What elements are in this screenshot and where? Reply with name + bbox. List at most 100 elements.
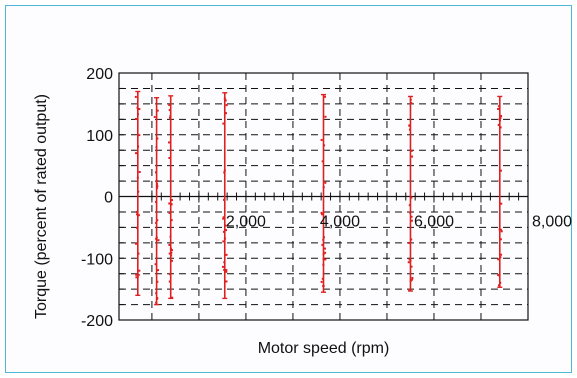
data-point	[135, 242, 138, 245]
data-point	[408, 211, 411, 214]
data-point	[222, 217, 225, 220]
data-point	[498, 179, 501, 182]
data-point	[409, 98, 412, 101]
data-point	[168, 280, 171, 283]
data-point	[153, 115, 156, 118]
chart-svg: 200 100 0 -100 -200 2,000 4,000 6,000 8,000 Moto…	[33, 66, 572, 357]
data-point	[324, 115, 327, 118]
data-point	[156, 219, 159, 222]
data-point	[500, 115, 503, 118]
data-point	[135, 152, 138, 155]
data-point	[224, 99, 227, 102]
data-point	[171, 199, 174, 202]
data-point	[499, 117, 502, 120]
data-point	[155, 146, 158, 149]
data-point	[499, 228, 502, 231]
data-point	[223, 237, 226, 240]
data-point	[136, 210, 139, 213]
data-point	[322, 238, 325, 241]
data-point	[499, 169, 502, 172]
data-point	[155, 301, 158, 304]
data-point	[137, 214, 140, 217]
data-point	[135, 226, 138, 229]
data-point	[410, 149, 413, 152]
data-point	[223, 169, 226, 172]
data-point	[322, 253, 325, 256]
data-point	[320, 280, 323, 283]
x-axis-title: Motor speed (rpm)	[258, 340, 390, 357]
data-point	[155, 201, 158, 204]
data-point	[155, 221, 158, 224]
data-marks	[134, 90, 503, 306]
data-point	[499, 281, 502, 284]
data-point	[223, 171, 226, 174]
data-point	[499, 256, 502, 259]
data-point	[225, 269, 228, 272]
data-point	[410, 219, 413, 222]
data-point	[136, 276, 139, 279]
data-point	[135, 213, 138, 216]
data-point	[168, 157, 171, 160]
data-point	[170, 259, 173, 262]
data-band	[153, 96, 160, 306]
data-point	[156, 185, 159, 188]
data-point	[155, 292, 158, 295]
y-axis-title: Torque (percent of rated output)	[33, 94, 50, 319]
data-point	[156, 297, 159, 300]
y-tick-label: 100	[86, 128, 113, 145]
data-point	[320, 211, 323, 214]
data-point	[169, 114, 172, 117]
data-point	[410, 196, 413, 199]
data-point	[136, 176, 139, 179]
data-point	[156, 137, 159, 140]
data-point	[408, 288, 411, 291]
data-point	[156, 186, 159, 189]
data-point	[410, 238, 413, 241]
data-point	[137, 145, 140, 148]
data-point	[410, 215, 413, 218]
x-tick-label: 2,000	[226, 214, 266, 231]
data-point	[168, 141, 171, 144]
data-point	[222, 230, 225, 233]
data-point	[322, 186, 325, 189]
data-point	[323, 247, 326, 250]
data-point	[223, 97, 226, 100]
data-point	[323, 144, 326, 147]
data-point	[168, 273, 171, 276]
data-point	[136, 106, 139, 109]
data-point	[170, 203, 173, 206]
y-tick-label: 200	[86, 66, 113, 83]
data-point	[169, 235, 172, 238]
data-point	[225, 280, 228, 283]
data-point	[225, 270, 228, 273]
data-point	[156, 280, 159, 283]
data-point	[170, 251, 173, 254]
data-point	[410, 102, 413, 105]
axis-ticks	[119, 72, 529, 321]
data-point	[156, 182, 159, 185]
data-point	[409, 279, 412, 282]
data-point	[321, 160, 324, 163]
data-point	[322, 263, 325, 266]
y-tick-label: -200	[81, 313, 113, 330]
data-point	[498, 118, 501, 121]
data-point	[222, 240, 225, 243]
data-point	[498, 228, 501, 231]
data-point	[223, 268, 226, 271]
data-point	[222, 198, 225, 201]
data-point	[168, 104, 171, 107]
data-point	[155, 237, 158, 240]
data-point	[497, 284, 500, 287]
data-point	[497, 105, 500, 108]
x-tick-label: 4,000	[320, 214, 360, 231]
figure-frame: 200 100 0 -100 -200 2,000 4,000 6,000 8,000 Moto…	[5, 5, 572, 373]
data-point	[168, 109, 171, 112]
data-band	[134, 90, 141, 296]
data-point	[499, 238, 502, 241]
data-point	[154, 263, 157, 266]
data-band	[168, 95, 174, 300]
data-point	[168, 252, 171, 255]
data-point	[408, 258, 411, 261]
data-point	[408, 128, 411, 131]
data-point	[156, 109, 159, 112]
